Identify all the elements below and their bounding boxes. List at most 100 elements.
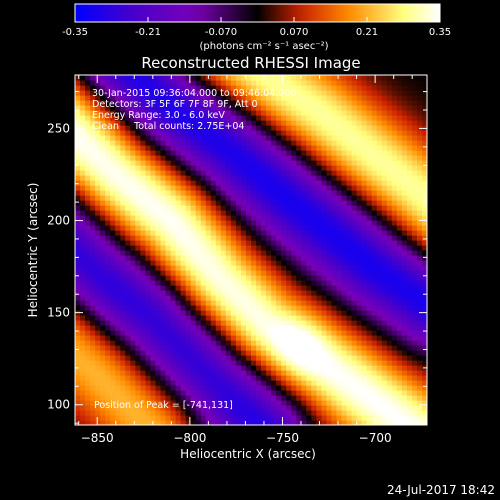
heatmap-cell [235, 235, 242, 241]
heatmap-cell [371, 265, 378, 271]
heatmap-cell [421, 385, 427, 391]
colorbar-tick-label: 0.21 [356, 27, 378, 38]
heatmap-cell [190, 345, 197, 351]
heatmap-cell [230, 130, 237, 136]
heatmap-cell [386, 280, 393, 286]
heatmap-cell [381, 260, 388, 266]
heatmap-cell [110, 305, 116, 311]
heatmap-cell [321, 390, 328, 396]
heatmap-cell [261, 270, 267, 276]
heatmap-cell [100, 360, 106, 366]
heatmap-cell [251, 125, 257, 131]
heatmap-cell [336, 110, 343, 116]
heatmap-cell [261, 265, 267, 271]
heatmap-cell [306, 210, 312, 216]
heatmap-cell [321, 255, 328, 261]
heatmap-cell [391, 310, 398, 316]
heatmap-cell [100, 365, 106, 371]
heatmap-cell [261, 305, 267, 311]
heatmap-cell [80, 360, 86, 366]
heatmap-cell [381, 105, 388, 111]
heatmap-cell [386, 75, 393, 81]
heatmap-cell [225, 160, 232, 166]
heatmap-cell [351, 335, 358, 341]
heatmap-cell [406, 280, 413, 286]
heatmap-cell [316, 310, 322, 316]
heatmap-cell [276, 330, 282, 336]
heatmap-cell [205, 245, 212, 251]
heatmap-cell [160, 305, 167, 311]
heatmap-cell [190, 195, 197, 201]
heatmap-cell [140, 120, 146, 126]
heatmap-cell [301, 330, 307, 336]
heatmap-cell [150, 390, 157, 396]
heatmap-cell [210, 175, 217, 181]
heatmap-cell [326, 105, 333, 111]
heatmap-cell [301, 120, 307, 126]
heatmap-cell [311, 375, 317, 381]
heatmap-cell [381, 80, 388, 86]
heatmap-cell [311, 220, 317, 226]
heatmap-cell [256, 295, 262, 301]
heatmap-cell [105, 345, 111, 351]
heatmap-cell [411, 125, 418, 131]
heatmap-cell [356, 140, 363, 146]
heatmap-cell [266, 180, 272, 186]
heatmap-cell [230, 165, 237, 171]
heatmap-cell [286, 355, 292, 361]
heatmap-cell [356, 265, 363, 271]
heatmap-cell [80, 390, 86, 396]
heatmap-cell [266, 220, 272, 226]
heatmap-cell [391, 410, 398, 416]
heatmap-cell [225, 405, 232, 411]
heatmap-cell [75, 75, 81, 81]
heatmap-cell [220, 105, 227, 111]
heatmap-cell [341, 390, 348, 396]
heatmap-cell [80, 365, 86, 371]
heatmap-cell [195, 185, 202, 191]
heatmap-cell [331, 80, 338, 86]
heatmap-cell [220, 185, 227, 191]
heatmap-cell [215, 375, 222, 381]
heatmap-cell [356, 345, 363, 351]
heatmap-cell [150, 215, 157, 221]
heatmap-cell [346, 380, 353, 386]
heatmap-cell [341, 230, 348, 236]
heatmap-cell [170, 120, 177, 126]
heatmap-cell [180, 130, 187, 136]
heatmap-cell [105, 275, 111, 281]
heatmap-cell [366, 220, 373, 226]
heatmap-cell [150, 160, 157, 166]
heatmap-cell [235, 300, 242, 306]
heatmap-cell [396, 80, 403, 86]
heatmap-cell [130, 270, 136, 276]
heatmap-cell [175, 115, 182, 121]
heatmap-cell [386, 105, 393, 111]
heatmap-cell [110, 160, 116, 166]
heatmap-cell [306, 415, 312, 421]
heatmap-cell [311, 330, 317, 336]
heatmap-cell [95, 110, 101, 116]
heatmap-cell [416, 265, 423, 271]
heatmap-cell [256, 270, 262, 276]
heatmap-cell [366, 255, 373, 261]
heatmap-cell [145, 110, 152, 116]
heatmap-cell [165, 145, 172, 151]
heatmap-cell [346, 135, 353, 141]
heatmap-cell [336, 75, 343, 81]
heatmap-cell [326, 185, 333, 191]
heatmap-cell [276, 345, 282, 351]
heatmap-cell [140, 215, 146, 221]
heatmap-cell [411, 335, 418, 341]
heatmap-cell [90, 190, 96, 196]
heatmap-cell [341, 270, 348, 276]
heatmap-cell [135, 400, 141, 406]
heatmap-cell [331, 260, 338, 266]
heatmap-cell [175, 390, 182, 396]
heatmap-cell [125, 380, 131, 386]
heatmap-cell [251, 335, 257, 341]
heatmap-cell [251, 360, 257, 366]
heatmap-cell [251, 195, 257, 201]
heatmap-cell [331, 340, 338, 346]
heatmap-cell [225, 215, 232, 221]
